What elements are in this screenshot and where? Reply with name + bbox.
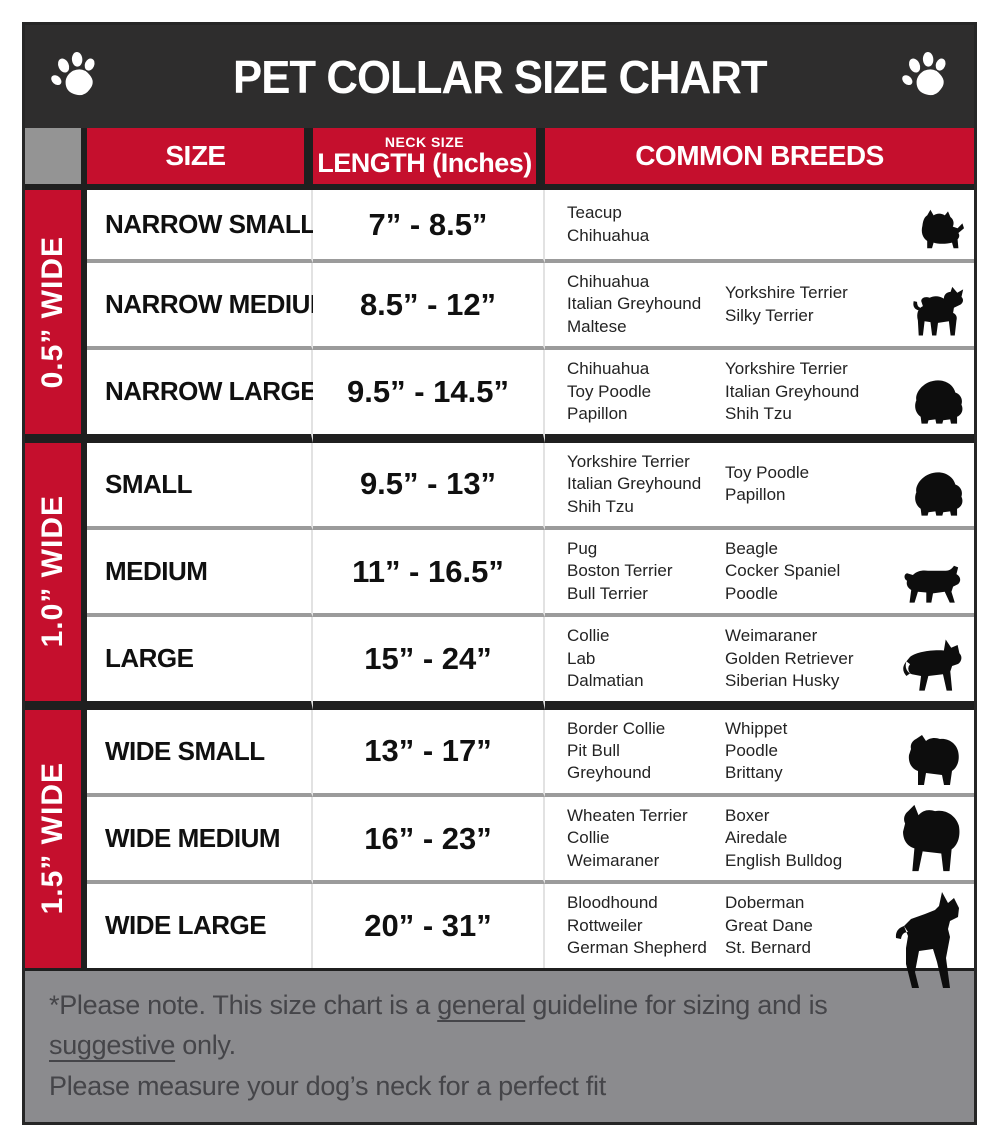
- row-breeds: Bloodhound Rottweiler German Shepherd Do…: [545, 884, 974, 967]
- footer-text-line2: Please measure your dog’s neck for a per…: [49, 1070, 606, 1101]
- breed-list: Toy Poodle Papillon: [725, 462, 810, 505]
- chart-sheet: PET COLLAR SIZE CHART SIZE NECK SIZE LEN…: [22, 22, 977, 1125]
- row-neck: 8.5” - 12”: [313, 263, 545, 351]
- breed-list: Border Collie Pit Bull Greyhound: [567, 718, 666, 783]
- row-neck: 9.5” - 13”: [313, 442, 545, 530]
- breed-list: Yorkshire Terrier Italian Greyhound Shih…: [567, 451, 702, 516]
- breed-list: Yorkshire Terrier Italian Greyhound Shih…: [725, 359, 860, 424]
- breed-list: Boxer Airedale English Bulldog: [725, 805, 843, 870]
- paw-icon: [47, 51, 101, 103]
- chihuahua-icon: [912, 286, 964, 338]
- pomeranian-icon: [912, 378, 964, 426]
- row-breeds: Chihuahua Italian Greyhound Maltese York…: [545, 263, 974, 351]
- row-breeds: Teacup Chihuahua: [545, 190, 974, 263]
- footer-text: only.: [175, 1030, 236, 1060]
- breed-list: Beagle Cocker Spaniel Poodle: [725, 538, 841, 603]
- page-title: PET COLLAR SIZE CHART: [232, 50, 768, 103]
- row-size: WIDE MEDIUM: [87, 796, 313, 885]
- pet-collar-size-chart: PET COLLAR SIZE CHART SIZE NECK SIZE LEN…: [22, 22, 977, 1125]
- footer-note: *Please note. This size chart is a gener…: [25, 967, 974, 1122]
- row-size: WIDE SMALL: [87, 709, 313, 797]
- pitbull-icon: [902, 804, 964, 872]
- size-table: SIZE NECK SIZE LENGTH (Inches) COMMON BR…: [25, 128, 974, 968]
- row-size: MEDIUM: [87, 529, 313, 618]
- breed-list: Chihuahua Italian Greyhound Maltese: [567, 272, 702, 336]
- shepherd-icon: [900, 639, 964, 693]
- header-neck-size-sub: NECK SIZE: [384, 133, 465, 150]
- row-neck: 13” - 17”: [313, 709, 545, 797]
- footer-underlined-word: suggestive: [49, 1030, 176, 1060]
- row-breeds: Yorkshire Terrier Italian Greyhound Shih…: [545, 442, 974, 530]
- breed-list: Pug Boston Terrier Bull Terrier: [567, 538, 673, 603]
- breed-list: Teacup Chihuahua: [567, 203, 650, 245]
- header-common-breeds: COMMON BREEDS: [545, 128, 974, 190]
- footer-underlined-word: general: [437, 989, 526, 1020]
- bulldog-icon: [908, 735, 964, 785]
- row-neck: 15” - 24”: [313, 617, 545, 710]
- breed-list: Doberman Great Dane St. Bernard: [725, 893, 813, 958]
- breed-list: Weimaraner Golden Retriever Siberian Hus…: [725, 626, 854, 691]
- breed-list: Yorkshire Terrier Silky Terrier: [725, 283, 848, 325]
- row-breeds: Border Collie Pit Bull Greyhound Whippet…: [545, 709, 974, 797]
- row-size: NARROW MEDIUM: [87, 263, 332, 351]
- breed-list: Whippet Poodle Brittany: [725, 718, 788, 783]
- beagle-icon: [902, 565, 964, 605]
- row-neck: 11” - 16.5”: [313, 529, 545, 618]
- breed-list: Bloodhound Rottweiler German Shepherd: [567, 893, 707, 958]
- row-neck: 16” - 23”: [313, 796, 545, 885]
- row-size: WIDE LARGE: [87, 884, 313, 968]
- band-10-wide: 1.0” WIDE: [25, 442, 87, 710]
- row-breeds: Collie Lab Dalmatian Weimaraner Golden R…: [545, 617, 974, 710]
- footer-text: guideline for sizing and is: [525, 989, 828, 1020]
- row-size: LARGE: [87, 617, 313, 710]
- row-neck: 7” - 8.5”: [313, 190, 545, 263]
- doberman-icon: [894, 892, 964, 990]
- header-size: SIZE: [87, 128, 313, 190]
- row-breeds: Chihuahua Toy Poodle Papillon Yorkshire …: [545, 350, 974, 443]
- paw-icon: [898, 51, 952, 103]
- footer-text: *Please note. This size chart is a: [49, 989, 438, 1020]
- band-15-wide: 1.5” WIDE: [25, 709, 87, 968]
- pekingese-icon: [912, 470, 964, 518]
- row-size: NARROW SMALL: [87, 190, 316, 263]
- breed-list: Chihuahua Toy Poodle Papillon: [567, 359, 652, 424]
- row-size: SMALL: [87, 442, 313, 530]
- title-bar: PET COLLAR SIZE CHART: [25, 25, 974, 128]
- header-neck-length: NECK SIZE LENGTH (Inches): [313, 128, 545, 190]
- row-neck: 20” - 31”: [313, 884, 545, 968]
- row-breeds: Wheaten Terrier Collie Weimaraner Boxer …: [545, 796, 974, 885]
- band-05-wide: 0.5” WIDE: [25, 190, 87, 443]
- row-size: NARROW LARGE: [87, 350, 318, 443]
- row-neck: 9.5” - 14.5”: [313, 350, 545, 443]
- corner-block: [25, 128, 87, 190]
- breed-list: Collie Lab Dalmatian: [567, 626, 644, 691]
- breed-list: Wheaten Terrier Collie Weimaraner: [567, 805, 688, 870]
- yorkie-icon: [916, 207, 964, 251]
- header-length-label: LENGTH (Inches): [317, 147, 532, 178]
- row-breeds: Pug Boston Terrier Bull Terrier Beagle C…: [545, 529, 974, 618]
